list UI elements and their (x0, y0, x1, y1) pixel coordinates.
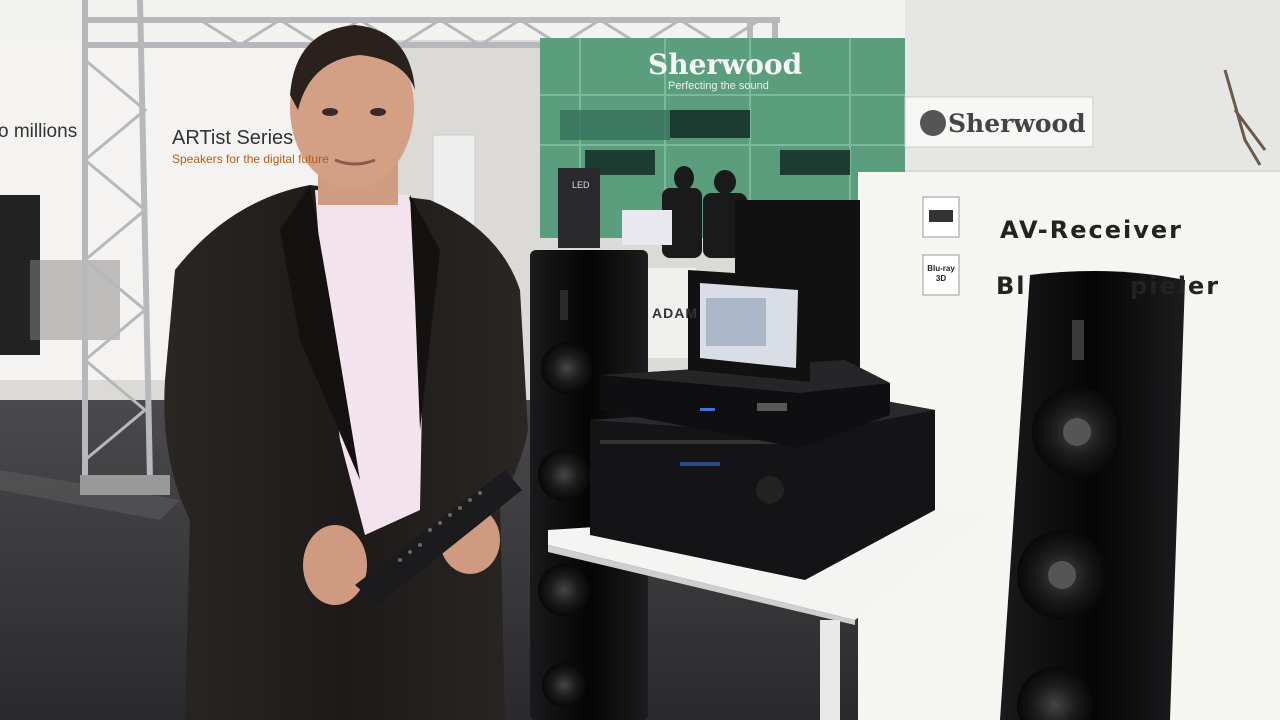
bar-stools (30, 260, 120, 340)
tablet-display (688, 270, 810, 382)
truss-base (80, 475, 170, 495)
led-panel-label: LED (572, 180, 590, 190)
left-banner-line1: o millions (0, 121, 78, 142)
right-floor-speaker (1000, 271, 1185, 720)
av-receiver-stack (590, 360, 935, 580)
shelf-leg (820, 620, 840, 720)
sherwood-logo-icon (920, 110, 946, 136)
display-panel-line1: AV-Receiver (1000, 216, 1183, 244)
adam-sign-text: ADAM (652, 305, 698, 321)
led-panel (558, 168, 600, 248)
green-booth-tagline: Perfecting the sound (668, 80, 769, 92)
left-floor-speaker (530, 250, 648, 720)
monitor (622, 210, 672, 245)
green-booth-brand: Sherwood (648, 48, 803, 81)
decor-branches (1223, 69, 1267, 166)
left-banner-series: ARTist Series (172, 127, 294, 149)
left-banner-tagline: Speakers for the digital future (172, 152, 329, 166)
bluray-3d-badge-text: Blu-ray 3D (927, 264, 955, 283)
remote-control (355, 470, 522, 605)
presenter (164, 25, 528, 720)
bluray-badge (922, 254, 960, 296)
sherwood-header-brand: Sherwood (948, 109, 1086, 138)
hdmi-badge-icon (929, 210, 953, 222)
display-panel-line2: Bl pieler (996, 272, 1221, 300)
